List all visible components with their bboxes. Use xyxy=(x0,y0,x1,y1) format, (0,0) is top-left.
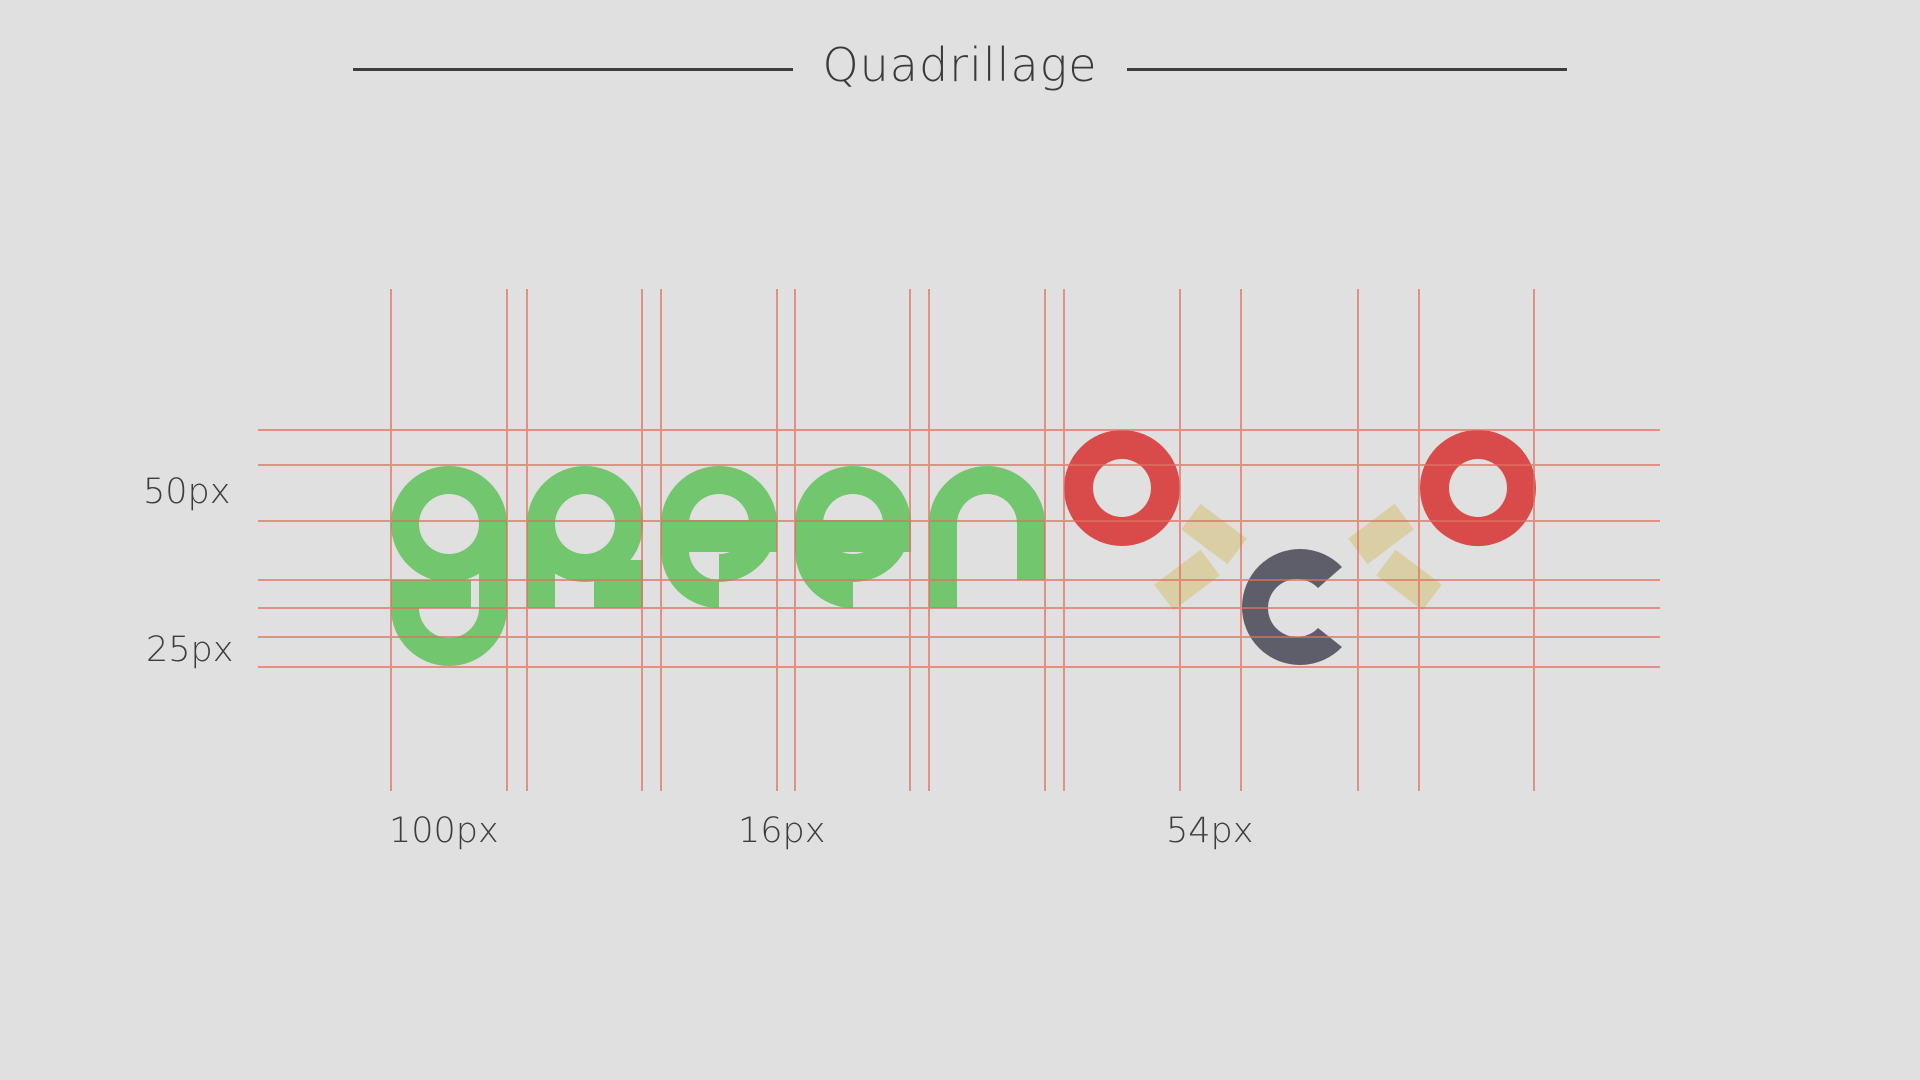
letter-r xyxy=(527,466,643,608)
measure-label-100px: 100px xyxy=(389,811,499,851)
measure-label-54px: 54px xyxy=(1166,811,1254,851)
letter-e-second xyxy=(795,466,911,608)
letter-g xyxy=(391,466,507,666)
guide-grid xyxy=(258,289,1660,791)
letter-n xyxy=(929,466,1045,608)
title-rule-left xyxy=(353,68,793,71)
title-rule-right xyxy=(1127,68,1567,71)
letter-e-first xyxy=(661,466,777,609)
page-title: Quadrillage xyxy=(822,38,1098,92)
logo-wordmark xyxy=(391,466,1045,666)
red-ring-right xyxy=(1419,429,1537,547)
measure-label-16px: 16px xyxy=(738,811,826,851)
measure-label-50px: 50px xyxy=(143,472,231,512)
measure-label-25px: 25px xyxy=(146,630,234,670)
red-ring-left xyxy=(1064,430,1180,546)
